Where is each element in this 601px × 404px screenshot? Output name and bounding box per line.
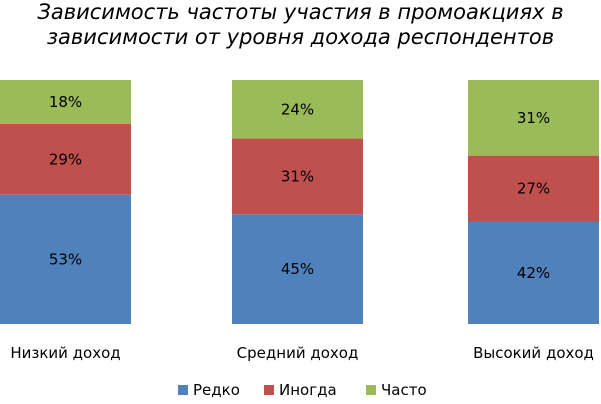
- data-label-часто-1: 18%: [49, 93, 82, 111]
- data-label-часто-3: 31%: [517, 109, 550, 127]
- legend-label-часто: Часто: [381, 381, 427, 399]
- category-label-2: Средний доход: [237, 344, 359, 362]
- legend-swatch-иногда: [264, 385, 274, 395]
- bar-часто-1: [0, 80, 131, 124]
- chart-title-line-2: зависимости от уровня дохода респонденто…: [46, 25, 555, 49]
- data-label-редко-1: 53%: [49, 250, 82, 268]
- bar-иногда-1: [0, 123, 131, 195]
- data-label-редко-3: 42%: [517, 264, 550, 282]
- chart-title-line-1: Зависимость частоты участия в промоакция…: [37, 0, 564, 24]
- bar-иногда-2: [232, 138, 363, 215]
- data-label-часто-2: 24%: [281, 100, 314, 118]
- category-label-1: Низкий доход: [10, 344, 120, 362]
- data-label-иногда-3: 27%: [517, 180, 550, 198]
- category-label-3: Высокий доход: [473, 344, 594, 362]
- bar-часто-2: [232, 80, 363, 139]
- bar-редко-2: [232, 214, 363, 324]
- bar-редко-1: [0, 194, 131, 324]
- bar-редко-3: [468, 221, 599, 324]
- legend-label-иногда: Иногда: [279, 381, 337, 399]
- data-label-иногда-2: 31%: [281, 167, 314, 185]
- legend-swatch-редко: [178, 385, 188, 395]
- bar-иногда-3: [468, 155, 599, 222]
- data-label-иногда-1: 29%: [49, 150, 82, 168]
- legend-swatch-часто: [366, 385, 376, 395]
- legend-label-редко: Редко: [193, 381, 240, 399]
- data-label-редко-2: 45%: [281, 260, 314, 278]
- bar-часто-3: [468, 80, 599, 156]
- chart-title: Зависимость частоты участия в промоакция…: [0, 0, 601, 50]
